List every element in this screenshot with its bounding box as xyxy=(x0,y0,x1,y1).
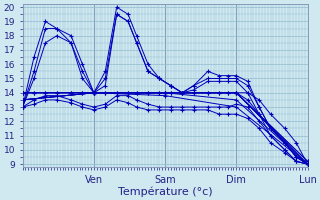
X-axis label: Température (°c): Température (°c) xyxy=(118,186,212,197)
